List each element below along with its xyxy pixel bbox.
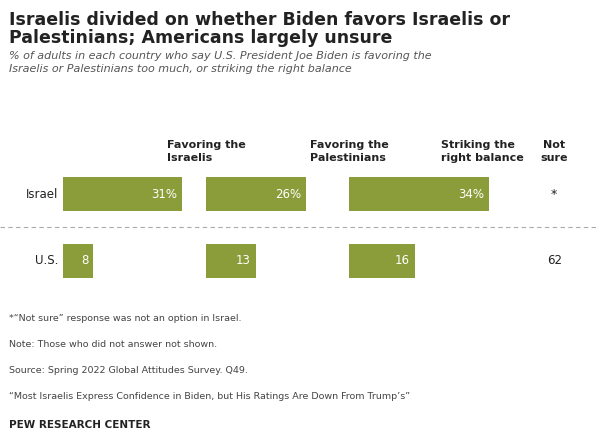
Text: Striking the
right balance: Striking the right balance [441, 140, 524, 163]
Text: *“Not sure” response was not an option in Israel.: *“Not sure” response was not an option i… [9, 314, 241, 323]
Text: Favoring the
Israelis: Favoring the Israelis [167, 140, 246, 163]
Text: Not
sure: Not sure [541, 140, 568, 163]
Text: 8: 8 [81, 254, 89, 268]
Bar [349, 178, 489, 211]
Bar [206, 178, 306, 211]
Text: Israelis divided on whether Biden favors Israelis or: Israelis divided on whether Biden favors… [9, 11, 510, 29]
Text: 31%: 31% [151, 187, 178, 201]
Bar [349, 244, 415, 277]
Bar [63, 178, 182, 211]
Text: 34%: 34% [458, 187, 484, 201]
Text: PEW RESEARCH CENTER: PEW RESEARCH CENTER [9, 421, 150, 430]
Text: Favoring the
Palestinians: Favoring the Palestinians [310, 140, 389, 163]
Text: U.S.: U.S. [35, 254, 58, 268]
Text: Source: Spring 2022 Global Attitudes Survey. Q49.: Source: Spring 2022 Global Attitudes Sur… [9, 366, 248, 375]
Text: 26%: 26% [275, 187, 301, 201]
Text: Note: Those who did not answer not shown.: Note: Those who did not answer not shown… [9, 340, 217, 349]
Text: 13: 13 [236, 254, 251, 268]
Bar [63, 244, 94, 277]
Text: 16: 16 [395, 254, 410, 268]
Text: Palestinians; Americans largely unsure: Palestinians; Americans largely unsure [9, 29, 392, 47]
Text: *: * [551, 187, 557, 201]
Bar [206, 244, 256, 277]
Text: 62: 62 [547, 254, 562, 268]
Text: Israel: Israel [26, 187, 58, 201]
Text: % of adults in each country who say U.S. President Joe Biden is favoring the
Isr: % of adults in each country who say U.S.… [9, 51, 432, 74]
Text: “Most Israelis Express Confidence in Biden, but His Ratings Are Down From Trump’: “Most Israelis Express Confidence in Bid… [9, 392, 410, 401]
